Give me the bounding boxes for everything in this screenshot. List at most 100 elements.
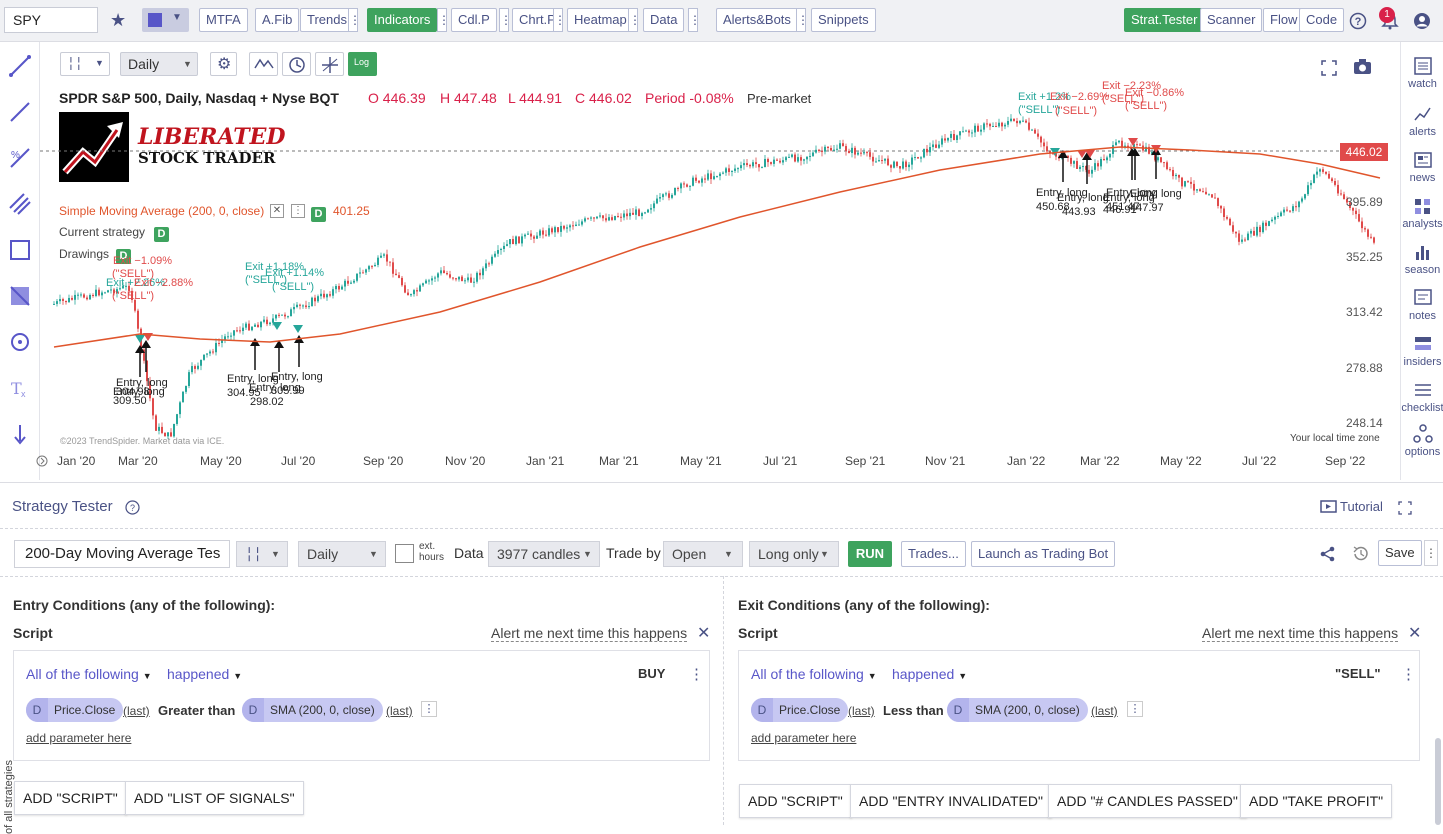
help-icon[interactable]: ? <box>1349 12 1367 30</box>
exit-signal-name[interactable]: "SELL" <box>1335 666 1381 681</box>
indicators-more-icon[interactable]: ⋮ <box>437 8 450 32</box>
scanner-button[interactable]: Scanner <box>1200 8 1263 32</box>
percent-tool-icon[interactable]: % <box>8 146 32 170</box>
heatmap-button[interactable]: Heatmap <box>567 8 634 32</box>
entry-sma-chip[interactable]: D SMA (200, 0, close) <box>242 698 383 722</box>
anchor-icon[interactable] <box>8 330 32 354</box>
more-icon[interactable]: ⋮ <box>1401 666 1416 683</box>
add-entry-invalidated-button[interactable]: ADD "ENTRY INVALIDATED" <box>850 784 1052 818</box>
timeframe-select[interactable]: Daily ▼ <box>120 52 198 76</box>
entry-signal-name[interactable]: BUY <box>638 666 666 681</box>
data-button[interactable]: Data <box>643 8 685 32</box>
line-icon[interactable] <box>8 100 32 124</box>
ext-hours-checkbox[interactable] <box>395 544 414 563</box>
arrow-down-icon[interactable] <box>8 422 32 446</box>
trades-button[interactable]: Trades... <box>901 541 966 567</box>
sidebar-item-watch[interactable]: watch <box>1401 56 1443 90</box>
sidebar-item-alerts[interactable]: alerts <box>1401 104 1443 138</box>
trade-by-select[interactable]: Open ▼ <box>663 541 743 567</box>
data-candles-select[interactable]: 3977 candles ▼ <box>488 541 600 567</box>
scrollbar[interactable] <box>1435 738 1441 825</box>
add-script-button[interactable]: ADD "SCRIPT" <box>14 781 127 815</box>
user-icon[interactable] <box>1413 12 1431 30</box>
exit-operator[interactable]: Less than <box>883 703 944 718</box>
mtfa-button[interactable]: MTFA <box>199 8 248 32</box>
entry-last2-link[interactable]: (last) <box>386 704 413 718</box>
more-icon[interactable]: ⋮ <box>1424 540 1438 566</box>
history-icon[interactable] <box>1351 544 1371 564</box>
entry-all-of-select[interactable]: All of the following ▼ <box>26 666 152 682</box>
strategy-name-input[interactable]: 200-Day Moving Average Tes <box>14 540 230 568</box>
sidebar-item-options[interactable]: options <box>1401 424 1443 458</box>
add-take-profit-button[interactable]: ADD "TAKE PROFIT" <box>1240 784 1393 818</box>
exit-sma-chip[interactable]: D SMA (200, 0, close) <box>947 698 1088 722</box>
more-icon[interactable]: ⋮ <box>1127 701 1143 717</box>
alerts-more-icon[interactable]: ⋮ <box>796 8 809 32</box>
code-button[interactable]: Code <box>1299 8 1345 32</box>
trends-more-icon[interactable]: ⋮ <box>348 8 361 32</box>
chrtp-more-icon[interactable]: ⋮ <box>553 8 566 32</box>
entry-happened-select[interactable]: happened ▼ <box>167 666 242 682</box>
trends-button[interactable]: Trends <box>300 8 354 32</box>
sidebar-item-news[interactable]: news <box>1401 150 1443 184</box>
afib-button[interactable]: A.Fib <box>255 8 300 32</box>
trendline-icon[interactable] <box>8 54 32 78</box>
sidebar-item-season[interactable]: season <box>1401 242 1443 276</box>
more-icon[interactable]: ⋮ <box>291 204 305 218</box>
cdlp-button[interactable]: Cdl.P <box>451 8 497 32</box>
candlestick-plot[interactable] <box>40 42 1392 480</box>
tutorial-link[interactable]: Tutorial <box>1340 499 1383 514</box>
close-icon[interactable]: ✕ <box>270 204 284 218</box>
direction-select[interactable]: Long only ▼ <box>749 541 839 567</box>
close-icon[interactable]: ✕ <box>697 625 711 642</box>
entry-alert-link[interactable]: Alert me next time this happens <box>491 625 688 642</box>
alerts-bots-button[interactable]: Alerts&Bots <box>716 8 798 32</box>
chart-type-select[interactable]: ╎╎ ▼ <box>60 52 110 76</box>
help-icon[interactable]: ? <box>125 500 140 515</box>
strategy-timeframe-select[interactable]: Daily ▼ <box>298 541 386 567</box>
indicators-button[interactable]: Indicators <box>367 8 438 32</box>
exit-add-parameter-link[interactable]: add parameter here <box>751 731 857 745</box>
chart-type-select[interactable]: ╎╎ ▼ <box>236 541 288 567</box>
log-scale-button[interactable]: Log <box>348 52 377 76</box>
close-icon[interactable]: ✕ <box>1408 625 1422 642</box>
cdlp-more-icon[interactable]: ⋮ <box>499 8 512 32</box>
entry-add-parameter-link[interactable]: add parameter here <box>26 731 132 745</box>
data-more-icon[interactable]: ⋮ <box>688 8 701 32</box>
sidebar-item-notes[interactable]: notes <box>1401 288 1443 322</box>
entry-last1-link[interactable]: (last) <box>123 704 150 718</box>
entry-operator[interactable]: Greater than <box>158 703 236 718</box>
zone-icon[interactable] <box>8 284 32 308</box>
flow-button[interactable]: Flow <box>1263 8 1305 32</box>
strat-tester-button[interactable]: Strat.Tester <box>1124 8 1205 32</box>
add-candles-passed-button[interactable]: ADD "# CANDLES PASSED" <box>1048 784 1247 818</box>
sidebar-item-checklist[interactable]: checklist <box>1401 380 1443 414</box>
expand-icon[interactable] <box>1398 501 1412 515</box>
snippets-button[interactable]: Snippets <box>811 8 876 32</box>
sidebar-item-analysts[interactable]: analysts <box>1401 196 1443 230</box>
sma-legend[interactable]: Simple Moving Average (200, 0, close) <box>59 204 265 218</box>
replay-button[interactable] <box>282 52 311 76</box>
star-icon[interactable]: ★ <box>110 10 127 30</box>
share-icon[interactable] <box>1320 546 1336 562</box>
add-list-of-signals-button[interactable]: ADD "LIST OF SIGNALS" <box>125 781 304 815</box>
add-script-button[interactable]: ADD "SCRIPT" <box>739 784 852 818</box>
date-range-icon[interactable] <box>36 455 48 467</box>
exit-last1-link[interactable]: (last) <box>848 704 875 718</box>
crosshair-button[interactable] <box>315 52 344 76</box>
symbol-input[interactable]: SPY <box>4 7 98 33</box>
entry-price-chip[interactable]: D Price.Close <box>26 698 124 722</box>
rectangle-icon[interactable] <box>8 238 32 262</box>
chart-settings-button[interactable]: ⚙ <box>210 52 237 76</box>
more-icon[interactable]: ⋮ <box>689 666 704 683</box>
more-icon[interactable]: ⋮ <box>421 701 437 717</box>
fullscreen-icon[interactable] <box>1321 60 1337 76</box>
camera-icon[interactable] <box>1353 58 1372 75</box>
exit-happened-select[interactable]: happened ▼ <box>892 666 967 682</box>
heatmap-more-icon[interactable]: ⋮ <box>628 8 641 32</box>
tutorial-icon[interactable] <box>1320 499 1337 514</box>
exit-price-chip[interactable]: D Price.Close <box>751 698 849 722</box>
run-button[interactable]: RUN <box>848 541 892 567</box>
color-picker[interactable]: ▼ <box>142 8 189 32</box>
